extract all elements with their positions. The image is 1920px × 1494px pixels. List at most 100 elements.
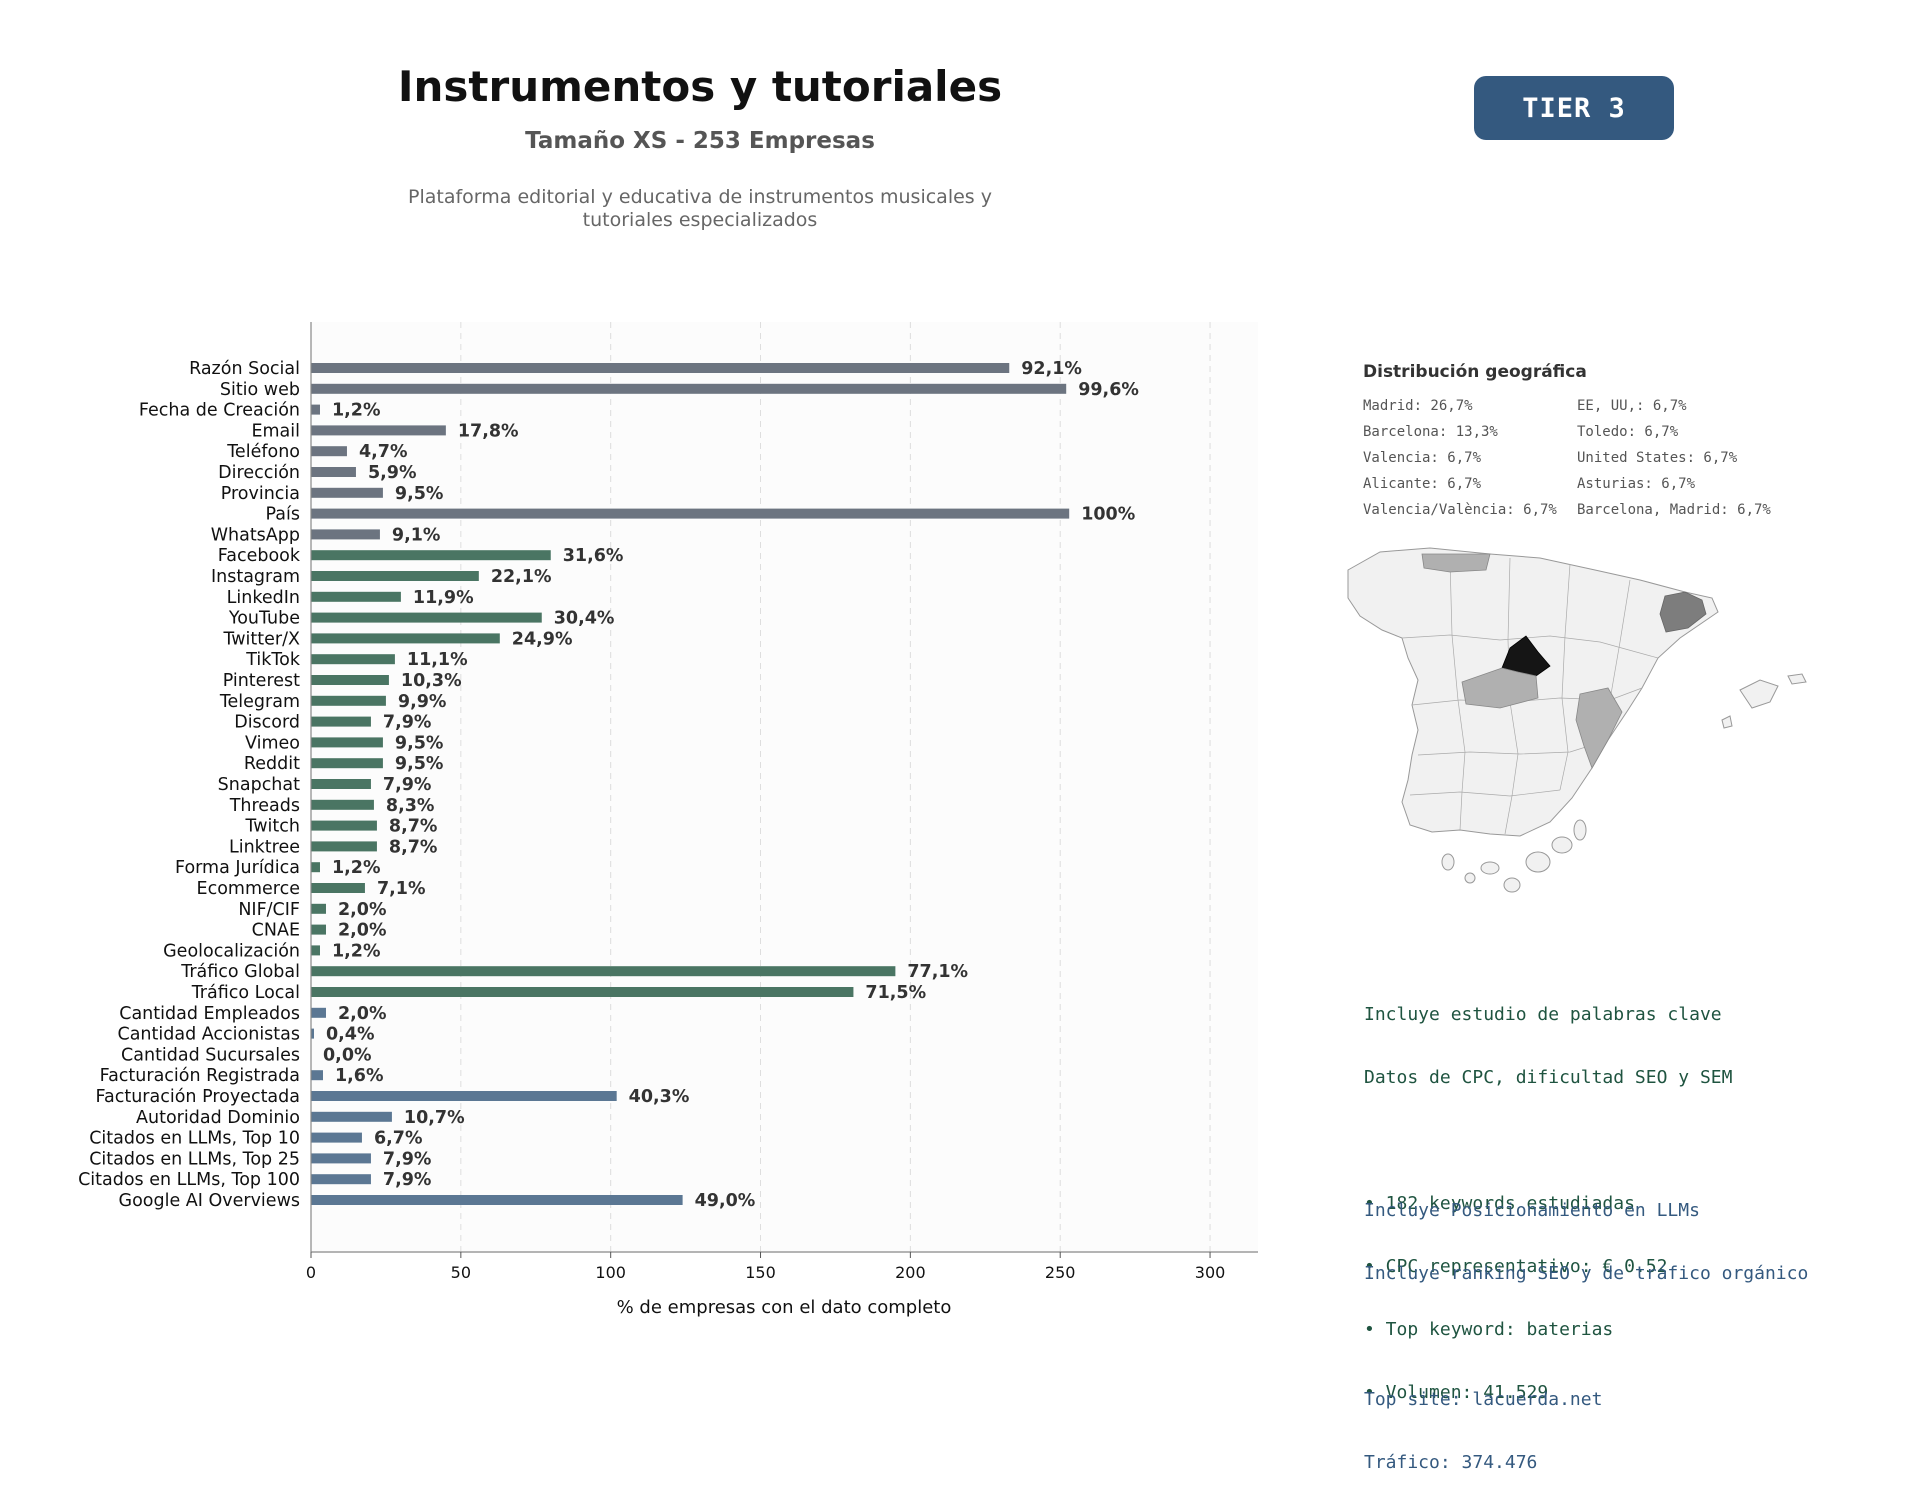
category-label: Twitch xyxy=(244,817,300,837)
map-canaries xyxy=(1441,819,1587,893)
bar xyxy=(311,903,326,914)
value-label: 7,9% xyxy=(383,1170,432,1190)
x-tick-label: 250 xyxy=(1045,1263,1076,1282)
category-label: Cantidad Accionistas xyxy=(117,1025,300,1045)
description-line-1: Plataforma editorial y educativa de inst… xyxy=(408,186,992,208)
value-label: 8,7% xyxy=(389,817,438,837)
keywords-line-2: Datos de CPC, dificultad SEO y SEM xyxy=(1364,1067,1733,1088)
x-tick-label: 300 xyxy=(1195,1263,1226,1282)
bar xyxy=(311,737,383,748)
bar xyxy=(311,633,500,644)
value-label: 2,0% xyxy=(338,900,387,920)
x-tick-label: 100 xyxy=(595,1263,626,1282)
bar xyxy=(311,862,320,873)
x-axis-label: % de empresas con el dato completo xyxy=(617,1297,952,1318)
category-label: LinkedIn xyxy=(227,588,300,608)
value-label: 77,1% xyxy=(907,962,968,982)
category-label: Vimeo xyxy=(245,733,300,753)
chart-description: Plataforma editorial y educativa de inst… xyxy=(360,186,1040,232)
bar xyxy=(311,1174,371,1185)
keywords-bullet: • Volumen: 41.529 xyxy=(1364,1382,1549,1403)
category-label: Geolocalización xyxy=(163,941,300,961)
geo-item: EE, UU,: 6,7% xyxy=(1577,398,1687,414)
llm-traffic: Tráfico: 374.476 xyxy=(1364,1452,1538,1473)
category-label: Autoridad Dominio xyxy=(136,1108,300,1128)
bar xyxy=(311,404,320,415)
bar xyxy=(311,695,386,706)
bar xyxy=(311,820,377,831)
bar xyxy=(311,1132,362,1143)
value-label: 17,8% xyxy=(458,421,519,441)
value-label: 10,7% xyxy=(404,1108,465,1128)
value-label: 1,2% xyxy=(332,941,381,961)
value-label: 9,1% xyxy=(392,525,441,545)
category-label: WhatsApp xyxy=(211,525,300,545)
value-label: 9,5% xyxy=(395,754,444,774)
geo-item: Barcelona: 13,3% xyxy=(1363,424,1498,440)
category-label: Fecha de Creación xyxy=(139,401,300,421)
value-label: 1,2% xyxy=(332,858,381,878)
category-label: Tráfico Local xyxy=(191,983,300,1003)
value-label: 11,1% xyxy=(407,650,468,670)
category-label: Sitio web xyxy=(220,380,300,400)
bar xyxy=(311,508,1070,519)
value-label: 1,2% xyxy=(332,401,381,421)
category-label: Forma Jurídica xyxy=(175,858,300,878)
value-label: 8,3% xyxy=(386,796,435,816)
category-label: Linktree xyxy=(229,837,300,857)
category-label: Facebook xyxy=(218,546,301,566)
category-label: Email xyxy=(251,421,300,441)
value-label: 7,9% xyxy=(383,775,432,795)
geo-item: Toledo: 6,7% xyxy=(1577,424,1679,440)
map-menorca xyxy=(1787,673,1807,685)
geo-item: Valencia/València: 6,7% xyxy=(1363,502,1557,518)
category-label: Citados en LLMs, Top 25 xyxy=(89,1149,300,1169)
category-label: CNAE xyxy=(252,921,300,941)
category-label: Citados en LLMs, Top 100 xyxy=(78,1170,300,1190)
chart-title: Instrumentos y tutoriales xyxy=(397,62,1003,111)
bar xyxy=(311,591,401,602)
category-label: Facturación Registrada xyxy=(100,1066,300,1086)
bar xyxy=(311,383,1067,394)
value-label: 2,0% xyxy=(338,1004,387,1024)
category-label: País xyxy=(266,505,300,525)
value-label: 11,9% xyxy=(413,588,474,608)
bar xyxy=(311,924,326,935)
map-toledo xyxy=(1461,667,1539,709)
value-label: 9,5% xyxy=(395,484,444,504)
category-label: Tráfico Global xyxy=(180,962,300,982)
llm-top-site: Top site: lacuerda.net xyxy=(1364,1389,1603,1410)
llm-line-1: Incluye Posicionamiento en LLMs xyxy=(1364,1200,1700,1221)
x-tick-label: 0 xyxy=(306,1263,316,1282)
value-label: 5,9% xyxy=(368,463,417,483)
bar xyxy=(311,446,347,457)
bar xyxy=(311,799,374,810)
llm-info: Incluye Posicionamiento en LLMs Incluye … xyxy=(1364,1158,1808,1494)
x-axis-ticks: 0 50 100 150 200 250 300 xyxy=(306,1252,1225,1282)
category-label: Provincia xyxy=(221,484,300,504)
category-label: Citados en LLMs, Top 10 xyxy=(89,1129,300,1149)
bar xyxy=(311,1070,323,1081)
bar xyxy=(311,612,542,623)
value-label: 7,9% xyxy=(383,1149,432,1169)
geo-item: United States: 6,7% xyxy=(1577,450,1738,466)
bar xyxy=(311,883,365,893)
category-label: Ecommerce xyxy=(197,879,300,899)
geo-item: Alicante: 6,7% xyxy=(1363,476,1482,492)
value-label: 10,3% xyxy=(401,671,462,691)
spain-map xyxy=(1347,547,1807,893)
category-label: Cantidad Sucursales xyxy=(121,1045,300,1065)
value-label: 100% xyxy=(1081,505,1135,525)
value-label: 92,1% xyxy=(1021,359,1082,379)
bar xyxy=(311,487,383,498)
geo-item: Barcelona, Madrid: 6,7% xyxy=(1577,502,1771,518)
bar xyxy=(311,945,320,956)
keywords-info: Incluye estudio de palabras clave Datos … xyxy=(1364,962,1732,1424)
bar xyxy=(311,675,389,685)
category-label: Facturación Proyectada xyxy=(96,1087,300,1107)
value-label: 71,5% xyxy=(865,983,926,1003)
keywords-line-1: Incluye estudio de palabras clave xyxy=(1364,1004,1722,1025)
map-asturias xyxy=(1421,553,1491,573)
map-barcelona xyxy=(1659,591,1707,633)
bar xyxy=(311,779,371,789)
